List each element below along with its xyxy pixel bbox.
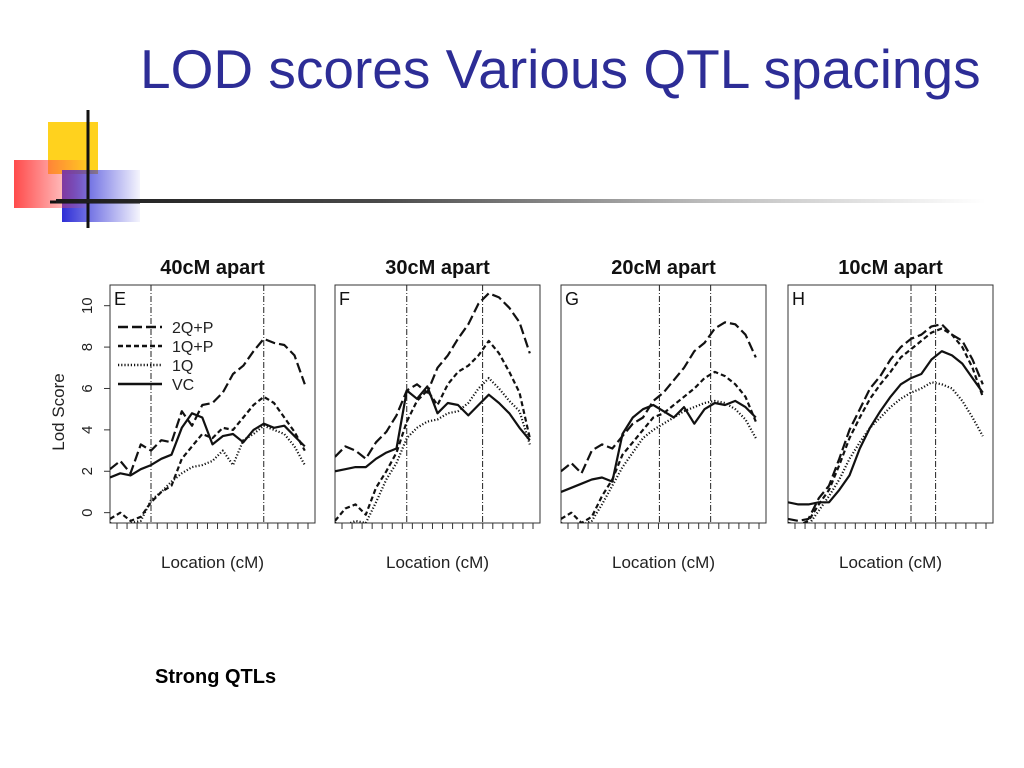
panel-title: 20cM apart — [611, 257, 716, 279]
y-tick-label: 4 — [79, 426, 96, 434]
panel-title: 40cM apart — [160, 257, 265, 279]
lod-chart: 40cM apart E Location (cM) 0 2 4 6 8 10 Lod Score… — [49, 257, 994, 572]
y-tick-label: 6 — [79, 384, 96, 392]
panel-title: 10cM apart — [838, 257, 943, 279]
slide-caption: Strong QTLs — [155, 666, 277, 688]
panel-frame — [560, 284, 767, 524]
series-line-2q-plusp — [110, 337, 306, 475]
y-axis-label: Lod Score — [49, 373, 68, 451]
series-line-1q — [808, 381, 984, 523]
slide-title: LOD scores Various QTL spacings — [140, 38, 981, 100]
y-tick-label: 10 — [79, 297, 96, 314]
y-tick-label: 2 — [79, 467, 96, 475]
y-tick-label: 0 — [79, 508, 96, 516]
series-line-1q-plusp — [561, 370, 757, 523]
legend-entry: 1Q — [172, 358, 193, 375]
y-tick-label: 8 — [79, 343, 96, 351]
chart-panel-f: 30cM apart F Location (cM) — [334, 257, 541, 572]
panel-frame — [787, 284, 994, 524]
series-line-1q-plusp — [335, 339, 531, 522]
legend-entry: 1Q+P — [172, 339, 213, 356]
panel-title: 30cM apart — [385, 257, 490, 279]
panel-letter: G — [565, 289, 579, 309]
x-axis-label: Location (cM) — [612, 553, 715, 572]
title-divider — [56, 199, 986, 203]
series-line-vc — [335, 385, 531, 473]
chart-panel-h: 10cM apart H Location (cM) — [787, 257, 994, 572]
panel-letter: F — [339, 289, 350, 309]
x-axis-label: Location (cM) — [386, 553, 489, 572]
series-line-1q — [335, 377, 531, 523]
legend-entry: 2Q+P — [172, 320, 213, 337]
series-line-vc — [561, 399, 757, 494]
decorative-logo — [12, 110, 142, 230]
panel-frame — [334, 284, 541, 524]
series-line-vc — [110, 412, 306, 479]
chart-panel-g: 20cM apart G Location (cM) — [560, 257, 767, 572]
series-line-1q-plusp — [110, 395, 306, 522]
legend-entry: VC — [172, 377, 194, 394]
series-line-1q — [110, 424, 306, 523]
series-line-2q-plusp — [788, 323, 984, 522]
x-axis-label: Location (cM) — [161, 553, 264, 572]
chart-panel-e: 40cM apart E Location (cM) 0 2 4 6 8 10 Lod Score… — [49, 257, 316, 572]
series-line-2q-plusp — [335, 292, 531, 460]
lod-chart-figure: 40cM apart E Location (cM) 0 2 4 6 8 10 Lod Score… — [40, 250, 1010, 590]
series-line-1q — [561, 399, 757, 523]
panel-letter: H — [792, 289, 805, 309]
series-line-vc — [788, 350, 984, 506]
x-axis-label: Location (cM) — [839, 553, 942, 572]
panel-frame — [109, 284, 316, 524]
series-line-2q-plusp — [561, 321, 757, 475]
panel-letter: E — [114, 289, 126, 309]
